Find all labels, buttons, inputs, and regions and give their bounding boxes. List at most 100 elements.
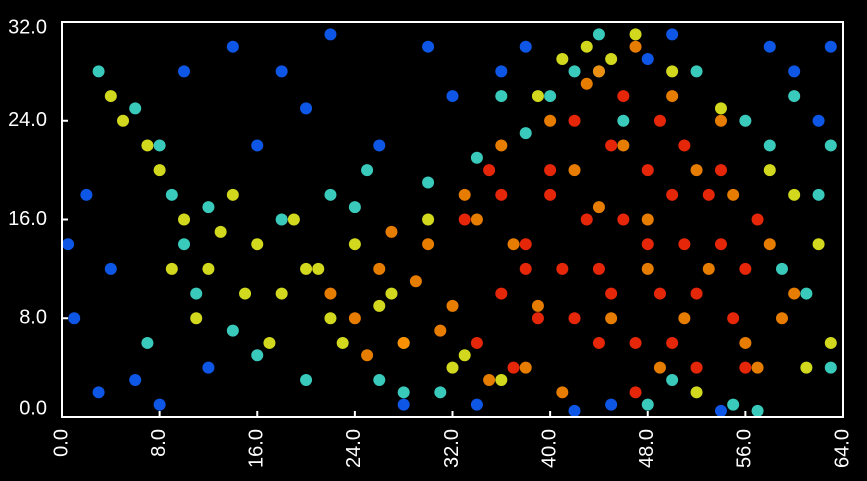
point (165, 262, 178, 275)
point (666, 336, 679, 349)
point (690, 386, 703, 399)
point (373, 139, 386, 152)
point (678, 312, 691, 325)
point (739, 262, 752, 275)
point (714, 404, 727, 417)
point (495, 373, 508, 386)
x-tick-label: 32.0 (441, 429, 463, 468)
point (641, 213, 654, 226)
point (422, 213, 435, 226)
point (348, 238, 361, 251)
y-tick-label: 32.0 (8, 16, 47, 38)
point (190, 287, 203, 300)
point (531, 299, 544, 312)
point (153, 164, 166, 177)
point (580, 40, 593, 53)
point (666, 90, 679, 103)
point (568, 404, 581, 417)
point (544, 188, 557, 201)
point (531, 90, 544, 103)
point (714, 102, 727, 115)
point (202, 361, 215, 374)
point (507, 361, 520, 374)
point (385, 225, 398, 238)
point (556, 53, 569, 66)
point (592, 28, 605, 41)
point (751, 404, 764, 417)
point (641, 262, 654, 275)
point (458, 188, 471, 201)
point (434, 324, 447, 337)
point (62, 238, 75, 251)
point (373, 373, 386, 386)
point (751, 361, 764, 374)
point (678, 139, 691, 152)
point (373, 299, 386, 312)
point (397, 386, 410, 399)
y-tick-label: 0.0 (19, 397, 47, 419)
point (727, 188, 740, 201)
point (214, 225, 227, 238)
point (202, 201, 215, 214)
point (483, 373, 496, 386)
point (226, 40, 239, 53)
point (678, 238, 691, 251)
point (458, 349, 471, 362)
point (519, 127, 532, 140)
y-tick-label: 24.0 (8, 109, 47, 131)
point (251, 238, 264, 251)
point (666, 373, 679, 386)
point (251, 139, 264, 152)
point (800, 361, 813, 374)
point (117, 114, 130, 127)
points (62, 28, 837, 417)
point (544, 164, 557, 177)
point (178, 213, 191, 226)
point (617, 114, 630, 127)
point (495, 90, 508, 103)
y-tick-label: 8.0 (19, 307, 47, 329)
point (592, 201, 605, 214)
x-tick-label: 16.0 (246, 429, 268, 468)
point (104, 262, 117, 275)
point (568, 312, 581, 325)
point (519, 40, 532, 53)
point (751, 213, 764, 226)
point (812, 238, 825, 251)
point (446, 90, 459, 103)
point (592, 262, 605, 275)
point (300, 102, 313, 115)
point (763, 164, 776, 177)
point (495, 188, 508, 201)
point (739, 336, 752, 349)
point (592, 65, 605, 78)
x-tick-label: 8.0 (148, 429, 170, 457)
point (348, 201, 361, 214)
point (617, 139, 630, 152)
point (519, 262, 532, 275)
point (690, 361, 703, 374)
x-tick-label: 24.0 (343, 429, 365, 468)
point (434, 386, 447, 399)
point (641, 164, 654, 177)
point (617, 90, 630, 103)
point (470, 213, 483, 226)
point (788, 188, 801, 201)
point (568, 164, 581, 177)
point (422, 40, 435, 53)
point (629, 386, 642, 399)
point (788, 287, 801, 300)
point (666, 188, 679, 201)
point (300, 373, 313, 386)
point (458, 213, 471, 226)
point (714, 164, 727, 177)
x-tick-label: 48.0 (636, 429, 658, 468)
point (495, 287, 508, 300)
point (519, 238, 532, 251)
point (141, 336, 154, 349)
point (361, 349, 374, 362)
point (92, 386, 105, 399)
point (568, 114, 581, 127)
point (397, 398, 410, 411)
